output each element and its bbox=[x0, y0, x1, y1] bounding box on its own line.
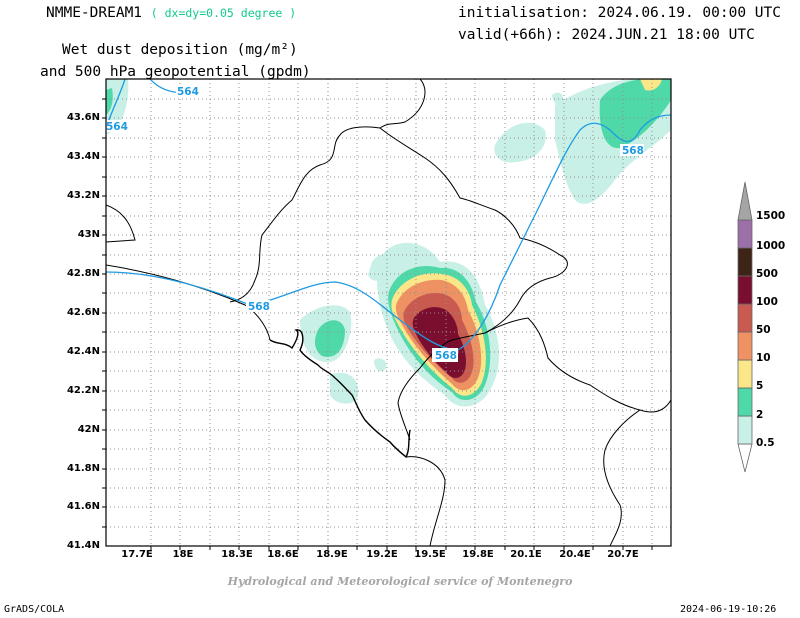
contour-label: 564 bbox=[106, 121, 128, 133]
lat-label: 42N bbox=[77, 424, 100, 435]
legend-swatch bbox=[737, 219, 753, 249]
legend-label: 100 bbox=[756, 296, 778, 308]
deposition-area-5 bbox=[640, 79, 662, 91]
contour-label: 564 bbox=[177, 86, 199, 98]
lat-label: 43N bbox=[77, 229, 100, 240]
lat-label: 42.6N bbox=[66, 307, 100, 318]
legend-label: 50 bbox=[756, 324, 771, 336]
lon-label: 20.1E bbox=[510, 549, 542, 560]
legend-swatch bbox=[737, 415, 753, 445]
legend-swatch bbox=[737, 359, 753, 389]
valid-time: valid(+66h): 2024.JUN.21 18:00 UTC bbox=[458, 27, 755, 43]
contour-labels: 564 564 568 568 568 bbox=[105, 85, 644, 362]
deposition-area-2 bbox=[314, 320, 345, 357]
lat-label: 41.6N bbox=[66, 501, 100, 512]
model-title: NMME-DREAM1 ( dx=dy=0.05 degree ) bbox=[46, 5, 296, 21]
legend-swatch bbox=[737, 275, 753, 305]
lon-label: 19.8E bbox=[462, 549, 494, 560]
legend-swatch bbox=[737, 303, 753, 333]
legend-bar bbox=[737, 181, 753, 473]
lon-label: 19.2E bbox=[366, 549, 398, 560]
coastline bbox=[269, 329, 411, 459]
deposition-area-0.5 bbox=[374, 358, 387, 372]
model-name: NMME-DREAM1 bbox=[46, 5, 143, 21]
legend-swatch bbox=[737, 247, 753, 277]
field-subtitle: and 500 hPa geopotential (gpdm) bbox=[40, 64, 311, 80]
lat-label: 42.8N bbox=[66, 268, 100, 279]
render-timestamp: 2024-06-19-10:26 bbox=[680, 604, 777, 615]
contour-label: 568 bbox=[622, 145, 644, 157]
legend-label: 500 bbox=[756, 268, 778, 280]
lon-label: 18.6E bbox=[267, 549, 299, 560]
legend-label: 1500 bbox=[756, 210, 786, 222]
country-borders bbox=[106, 79, 671, 546]
contour-label: 568 bbox=[435, 350, 457, 362]
legend-label: 10 bbox=[756, 352, 771, 364]
lon-label: 19.5E bbox=[414, 549, 446, 560]
lat-label: 42.4N bbox=[66, 346, 100, 357]
lat-label: 42.2N bbox=[66, 385, 100, 396]
legend-arrow-bottom bbox=[737, 443, 753, 473]
model-resolution: ( dx=dy=0.05 degree ) bbox=[150, 6, 297, 20]
lon-label: 18.9E bbox=[316, 549, 348, 560]
contour-label: 568 bbox=[248, 301, 270, 313]
lat-label: 43.4N bbox=[66, 151, 100, 162]
lon-label: 20.7E bbox=[607, 549, 639, 560]
legend-swatch bbox=[737, 387, 753, 417]
legend-arrow-top bbox=[737, 181, 753, 221]
deposition-area-2 bbox=[106, 88, 113, 115]
lat-label: 43.6N bbox=[66, 112, 100, 123]
initialisation-time: initialisation: 2024.06.19. 00:00 UTC bbox=[458, 5, 782, 21]
lat-label: 41.8N bbox=[66, 463, 100, 474]
lon-label: 20.4E bbox=[559, 549, 591, 560]
legend-label: 1000 bbox=[756, 240, 786, 252]
field-title: Wet dust deposition (mg/m²) bbox=[62, 42, 298, 58]
legend-label: 0.5 bbox=[756, 437, 775, 449]
deposition-field bbox=[106, 79, 671, 407]
deposition-area-2 bbox=[599, 79, 671, 149]
lon-label: 18E bbox=[172, 549, 194, 560]
institution-credit: Hydrological and Meteorological service … bbox=[227, 575, 573, 588]
legend-label: 5 bbox=[756, 380, 764, 392]
lon-label: 17.7E bbox=[121, 549, 153, 560]
legend-swatch bbox=[737, 331, 753, 361]
deposition-area-0.5 bbox=[494, 122, 546, 163]
deposition-area-0.5 bbox=[552, 92, 564, 106]
software-credit: GrADS/COLA bbox=[4, 604, 65, 615]
lon-label: 18.3E bbox=[221, 549, 253, 560]
lat-label: 43.2N bbox=[66, 190, 100, 201]
legend-label: 2 bbox=[756, 409, 764, 421]
contour-568-line bbox=[106, 114, 671, 351]
lat-label: 41.4N bbox=[66, 540, 100, 551]
axis-ticks bbox=[102, 98, 653, 550]
